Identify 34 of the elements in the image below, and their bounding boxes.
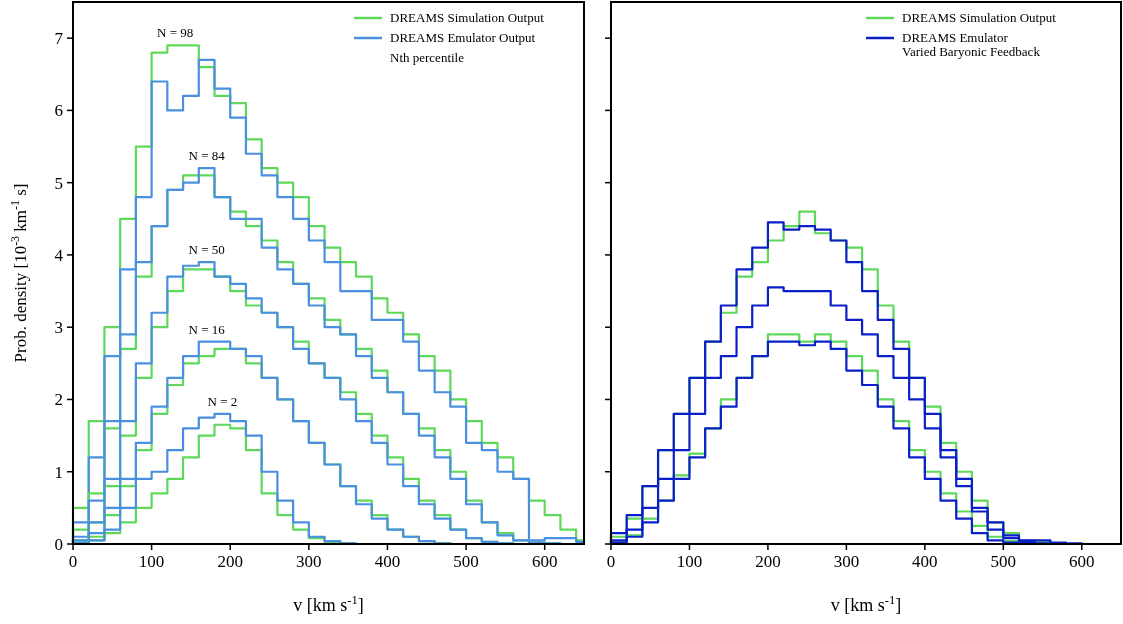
legend-label: DREAMS Simulation Output [390, 10, 545, 25]
x-tick-label: 300 [296, 552, 322, 571]
y-tick-label: 3 [54, 318, 63, 338]
annotation: Nth percentile [390, 50, 465, 65]
x-tick-label: 300 [833, 552, 860, 571]
annotation: N = 16 [188, 321, 226, 337]
x-tick-label: 400 [374, 552, 401, 571]
x-tick-label: 600 [531, 552, 558, 571]
annotation: N = 2 [207, 393, 238, 409]
y-tick-label: 0 [54, 535, 63, 554]
y-tick-label: 6 [54, 101, 63, 121]
x-tick-label: 0 [68, 552, 78, 571]
x-tick-label: 100 [138, 552, 165, 571]
y-tick-label: 2 [54, 390, 63, 410]
x-tick-label: 200 [755, 552, 781, 571]
y-tick-label: 4 [54, 245, 64, 265]
x-axis-title: v [km s$^{-1}$] [293, 593, 364, 615]
y-tick-label: 5 [54, 173, 63, 193]
legend-label: DREAMS Simulation Output [902, 10, 1057, 25]
x-tick-label: 100 [676, 552, 703, 571]
y-tick-label: 1 [54, 462, 63, 482]
x-tick-label: 200 [217, 552, 243, 571]
x-tick-label: 400 [912, 552, 938, 571]
x-axis-title: v [km s$^{-1}$] [830, 593, 902, 615]
legend-label: DREAMS Emulator Varied Baryonic Feedback [902, 30, 1041, 59]
annotation: N = 84 [188, 148, 226, 164]
x-tick-label: 500 [990, 552, 1017, 571]
annotation: N = 50 [188, 242, 225, 258]
x-tick-label: 0 [606, 552, 616, 571]
x-tick-label: 500 [453, 552, 479, 571]
y-tick-label: 7 [54, 29, 64, 49]
x-tick-label: 600 [1069, 552, 1095, 571]
legend-label: DREAMS Emulator Output [390, 30, 536, 45]
annotation: N = 98 [157, 25, 194, 41]
